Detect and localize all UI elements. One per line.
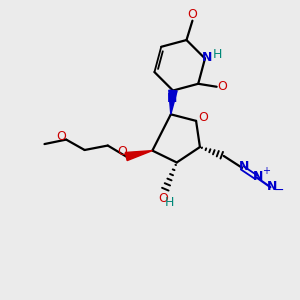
Text: O: O (56, 130, 66, 143)
Text: +: + (262, 166, 270, 176)
Text: O: O (188, 8, 197, 21)
Text: H: H (164, 196, 174, 209)
Text: H: H (213, 48, 222, 61)
Polygon shape (169, 90, 177, 114)
Text: −: − (274, 184, 284, 196)
Text: O: O (117, 145, 127, 158)
Text: O: O (218, 80, 227, 93)
Text: N: N (267, 180, 277, 193)
Text: O: O (198, 111, 208, 124)
Text: N: N (253, 170, 263, 183)
Text: O: O (158, 192, 168, 205)
Text: N: N (239, 160, 249, 173)
Text: N: N (167, 92, 178, 105)
Polygon shape (125, 151, 152, 160)
Text: N: N (202, 51, 212, 64)
